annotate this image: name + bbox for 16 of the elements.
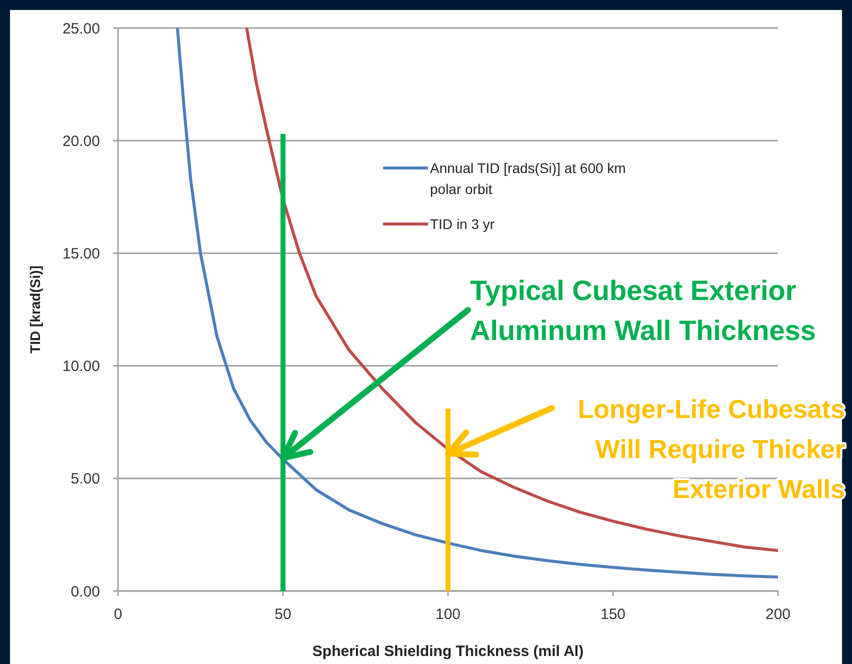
y-tick-label: 5.00: [70, 470, 100, 488]
y-axis-title: TID [krad(Si)]: [27, 266, 43, 354]
y-tick-label: 25.00: [62, 20, 100, 38]
legend-label: TID in 3 yr: [430, 216, 495, 232]
y-tick-label: 20.00: [62, 132, 100, 150]
x-tick-label: 0: [114, 606, 122, 623]
annotation: Typical Cubesat Exterior Aluminum Wall Thickness: [470, 275, 816, 346]
legend-label: Annual TID [rads(Si)] at 600 km polar orbit: [430, 160, 626, 197]
y-tick-label: 0.00: [70, 583, 100, 600]
y-tick-label: 10.00: [62, 358, 100, 376]
x-tick-label: 50: [274, 606, 292, 623]
x-axis-title: Spherical Shielding Thickness (mil Al): [312, 643, 584, 660]
y-tick-label: 15.00: [62, 245, 100, 262]
x-tick-label: 200: [765, 606, 791, 623]
x-tick-label: 150: [600, 606, 626, 623]
x-tick-label: 100: [435, 606, 461, 623]
